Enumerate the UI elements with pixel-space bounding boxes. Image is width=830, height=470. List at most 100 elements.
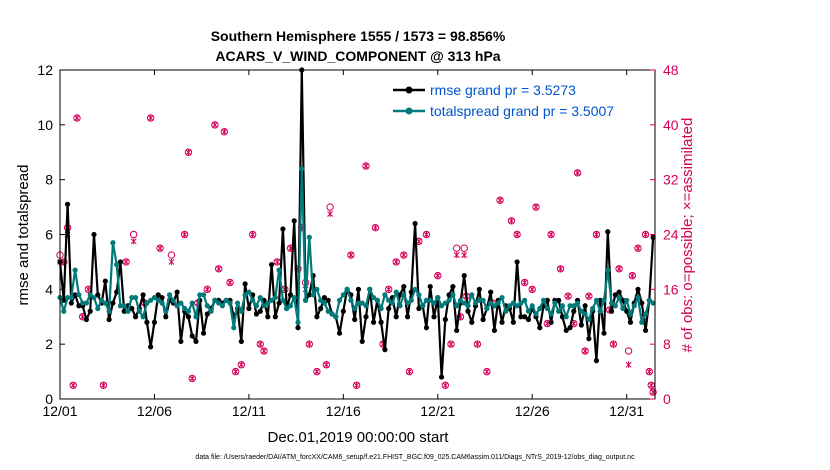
rmse-point xyxy=(438,374,445,380)
rmse-point xyxy=(132,314,139,320)
x-tick-label: 12/26 xyxy=(515,403,550,419)
rmse-point xyxy=(83,316,90,323)
totalspread-point xyxy=(216,300,222,306)
rmse-point xyxy=(174,289,180,295)
totalspread-point xyxy=(435,294,441,301)
obs-assimilated-marker xyxy=(215,265,222,272)
y-right-tick-label: 16 xyxy=(663,281,679,297)
totalspread-point xyxy=(261,303,267,309)
rmse-point xyxy=(499,319,505,325)
obs-possible-marker xyxy=(326,203,334,211)
obs-assimilated-marker xyxy=(385,286,392,293)
totalspread-point xyxy=(336,297,343,303)
obs-assimilated-marker xyxy=(85,286,92,293)
rmse-point xyxy=(476,286,482,292)
totalspread-point xyxy=(446,297,452,303)
obs-assimilated-marker xyxy=(238,361,245,368)
totalspread-point xyxy=(522,297,528,303)
obs-assimilated-marker xyxy=(227,279,233,286)
rmse-point xyxy=(537,325,543,331)
rmse-point xyxy=(548,319,554,325)
totalspread-point xyxy=(469,292,475,298)
obs-assimilated-marker xyxy=(565,292,572,300)
rmse-point xyxy=(612,292,618,298)
obs-assimilated-marker xyxy=(123,258,130,266)
totalspread-point xyxy=(408,297,414,303)
rmse-point xyxy=(397,292,403,298)
obs-assimilated-marker xyxy=(453,251,460,259)
totalspread-point xyxy=(91,294,97,301)
rmse-point xyxy=(148,344,154,350)
obs-assimilated-marker xyxy=(448,340,454,348)
totalspread-point xyxy=(110,240,116,246)
y-right-tick-label: 32 xyxy=(663,172,679,188)
rmse-point xyxy=(336,330,343,336)
totalspread-point xyxy=(352,305,358,312)
totalspread-point xyxy=(544,305,550,312)
totalspread-point xyxy=(374,297,380,303)
x-tick-label: 12/31 xyxy=(609,403,644,419)
obs-assimilated-marker xyxy=(497,197,504,204)
totalspread-point xyxy=(185,308,192,314)
obs-assimilated-marker xyxy=(423,231,430,238)
rmse-point xyxy=(159,294,165,301)
totalspread-point xyxy=(393,289,399,295)
obs-assimilated-marker xyxy=(514,231,521,238)
totalspread-point xyxy=(574,300,581,306)
obs-possible-marker xyxy=(460,244,468,252)
y-left-tick-label: 0 xyxy=(45,391,53,407)
obs-assimilated-marker xyxy=(461,251,468,259)
rmse-point xyxy=(378,319,384,325)
totalspread-point xyxy=(586,316,592,323)
legend-spread-label: totalspread grand pr = 3.5007 xyxy=(430,103,614,119)
totalspread-point xyxy=(136,308,142,314)
totalspread-point xyxy=(166,292,173,298)
obs-assimilated-marker xyxy=(585,292,592,300)
obs-assimilated-marker xyxy=(221,128,228,135)
rmse-point xyxy=(314,314,320,320)
obs-assimilated-marker xyxy=(648,382,655,389)
totalspread-point xyxy=(257,294,263,301)
totalspread-point xyxy=(639,319,645,325)
rmse-point xyxy=(257,308,263,314)
totalspread-point xyxy=(563,314,569,320)
obs-assimilated-marker xyxy=(610,340,617,348)
y-left-tick-label: 6 xyxy=(45,227,53,243)
totalspread-point xyxy=(491,303,498,309)
y-axis-left: 0 2 4 6 8 10 12 xyxy=(37,62,65,407)
totalspread-point xyxy=(457,297,464,303)
y-axis-left-label: rmse and totalspread xyxy=(15,165,32,306)
totalspread-point xyxy=(529,303,535,309)
rmse-point xyxy=(416,305,422,312)
totalspread-point xyxy=(578,308,584,314)
y-left-tick-label: 4 xyxy=(45,281,53,297)
totalspread-point xyxy=(484,305,490,312)
totalspread-point xyxy=(144,300,150,306)
rmse-point xyxy=(193,338,199,345)
totalspread-point xyxy=(72,267,78,273)
y-right-tick-label: 40 xyxy=(663,117,679,133)
rmse-point xyxy=(295,325,301,331)
rmse-point xyxy=(276,300,282,306)
obs-assimilated-marker xyxy=(211,121,218,129)
rmse-point xyxy=(68,300,74,306)
rmse-point xyxy=(272,314,278,320)
totalspread-point xyxy=(601,297,607,303)
rmse-point xyxy=(480,316,486,323)
totalspread-point xyxy=(431,300,437,306)
rmse-point xyxy=(446,292,452,298)
obs-assimilated-marker xyxy=(629,272,636,279)
totalspread-point xyxy=(386,297,392,303)
legend-spread-marker xyxy=(405,107,413,115)
totalspread-point xyxy=(276,267,282,273)
totalspread-point xyxy=(389,300,396,306)
obs-assimilated-marker xyxy=(189,375,196,382)
obs-assimilated-marker xyxy=(363,162,369,170)
totalspread-point xyxy=(620,305,626,312)
obs-assimilated-marker xyxy=(232,368,239,375)
rmse-point xyxy=(601,330,607,336)
totalspread-point xyxy=(310,292,316,298)
obs-assimilated-marker xyxy=(274,258,281,266)
rmse-point xyxy=(401,283,407,290)
totalspread-point xyxy=(472,300,479,306)
